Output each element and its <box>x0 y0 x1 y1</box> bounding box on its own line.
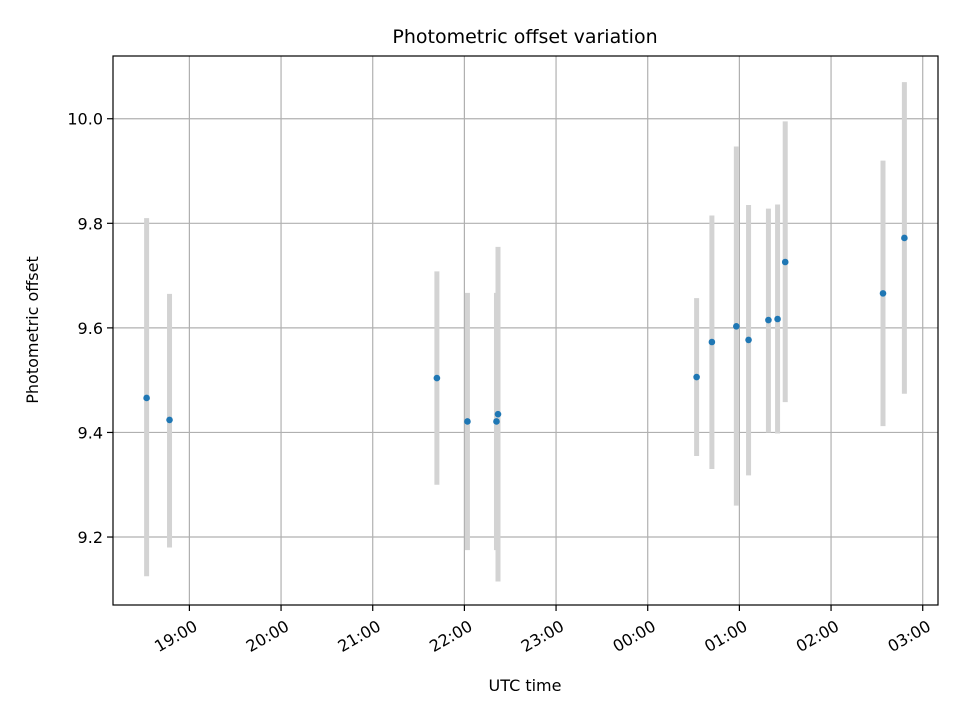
data-point <box>745 336 752 344</box>
data-point <box>774 315 781 323</box>
data-point <box>143 394 150 402</box>
plot-frame <box>112 55 939 606</box>
data-point <box>781 258 789 266</box>
data-points <box>143 234 908 425</box>
data-point <box>464 418 471 425</box>
data-point <box>166 416 173 424</box>
data-point <box>433 374 441 382</box>
y-tick-label: 9.8 <box>78 214 103 233</box>
data-point <box>901 234 908 242</box>
data-point <box>765 316 772 324</box>
grid <box>113 56 938 605</box>
data-point <box>693 373 700 381</box>
y-tick-label: 9.4 <box>78 423 103 442</box>
x-axis-label: UTC time <box>489 676 562 695</box>
data-point <box>494 410 502 418</box>
data-point <box>493 418 500 425</box>
chart-title: Photometric offset variation <box>392 26 657 48</box>
data-point <box>708 338 716 346</box>
y-axis-label: Photometric offset <box>23 256 42 404</box>
y-axis-ticks: 9.2 9.4 9.6 9.8 10.0 <box>67 110 113 547</box>
y-tick-label: 10.0 <box>67 110 103 129</box>
y-tick-label: 9.6 <box>78 319 103 338</box>
data-point <box>733 323 740 330</box>
y-tick-label: 9.2 <box>78 528 103 547</box>
data-point <box>879 290 887 297</box>
